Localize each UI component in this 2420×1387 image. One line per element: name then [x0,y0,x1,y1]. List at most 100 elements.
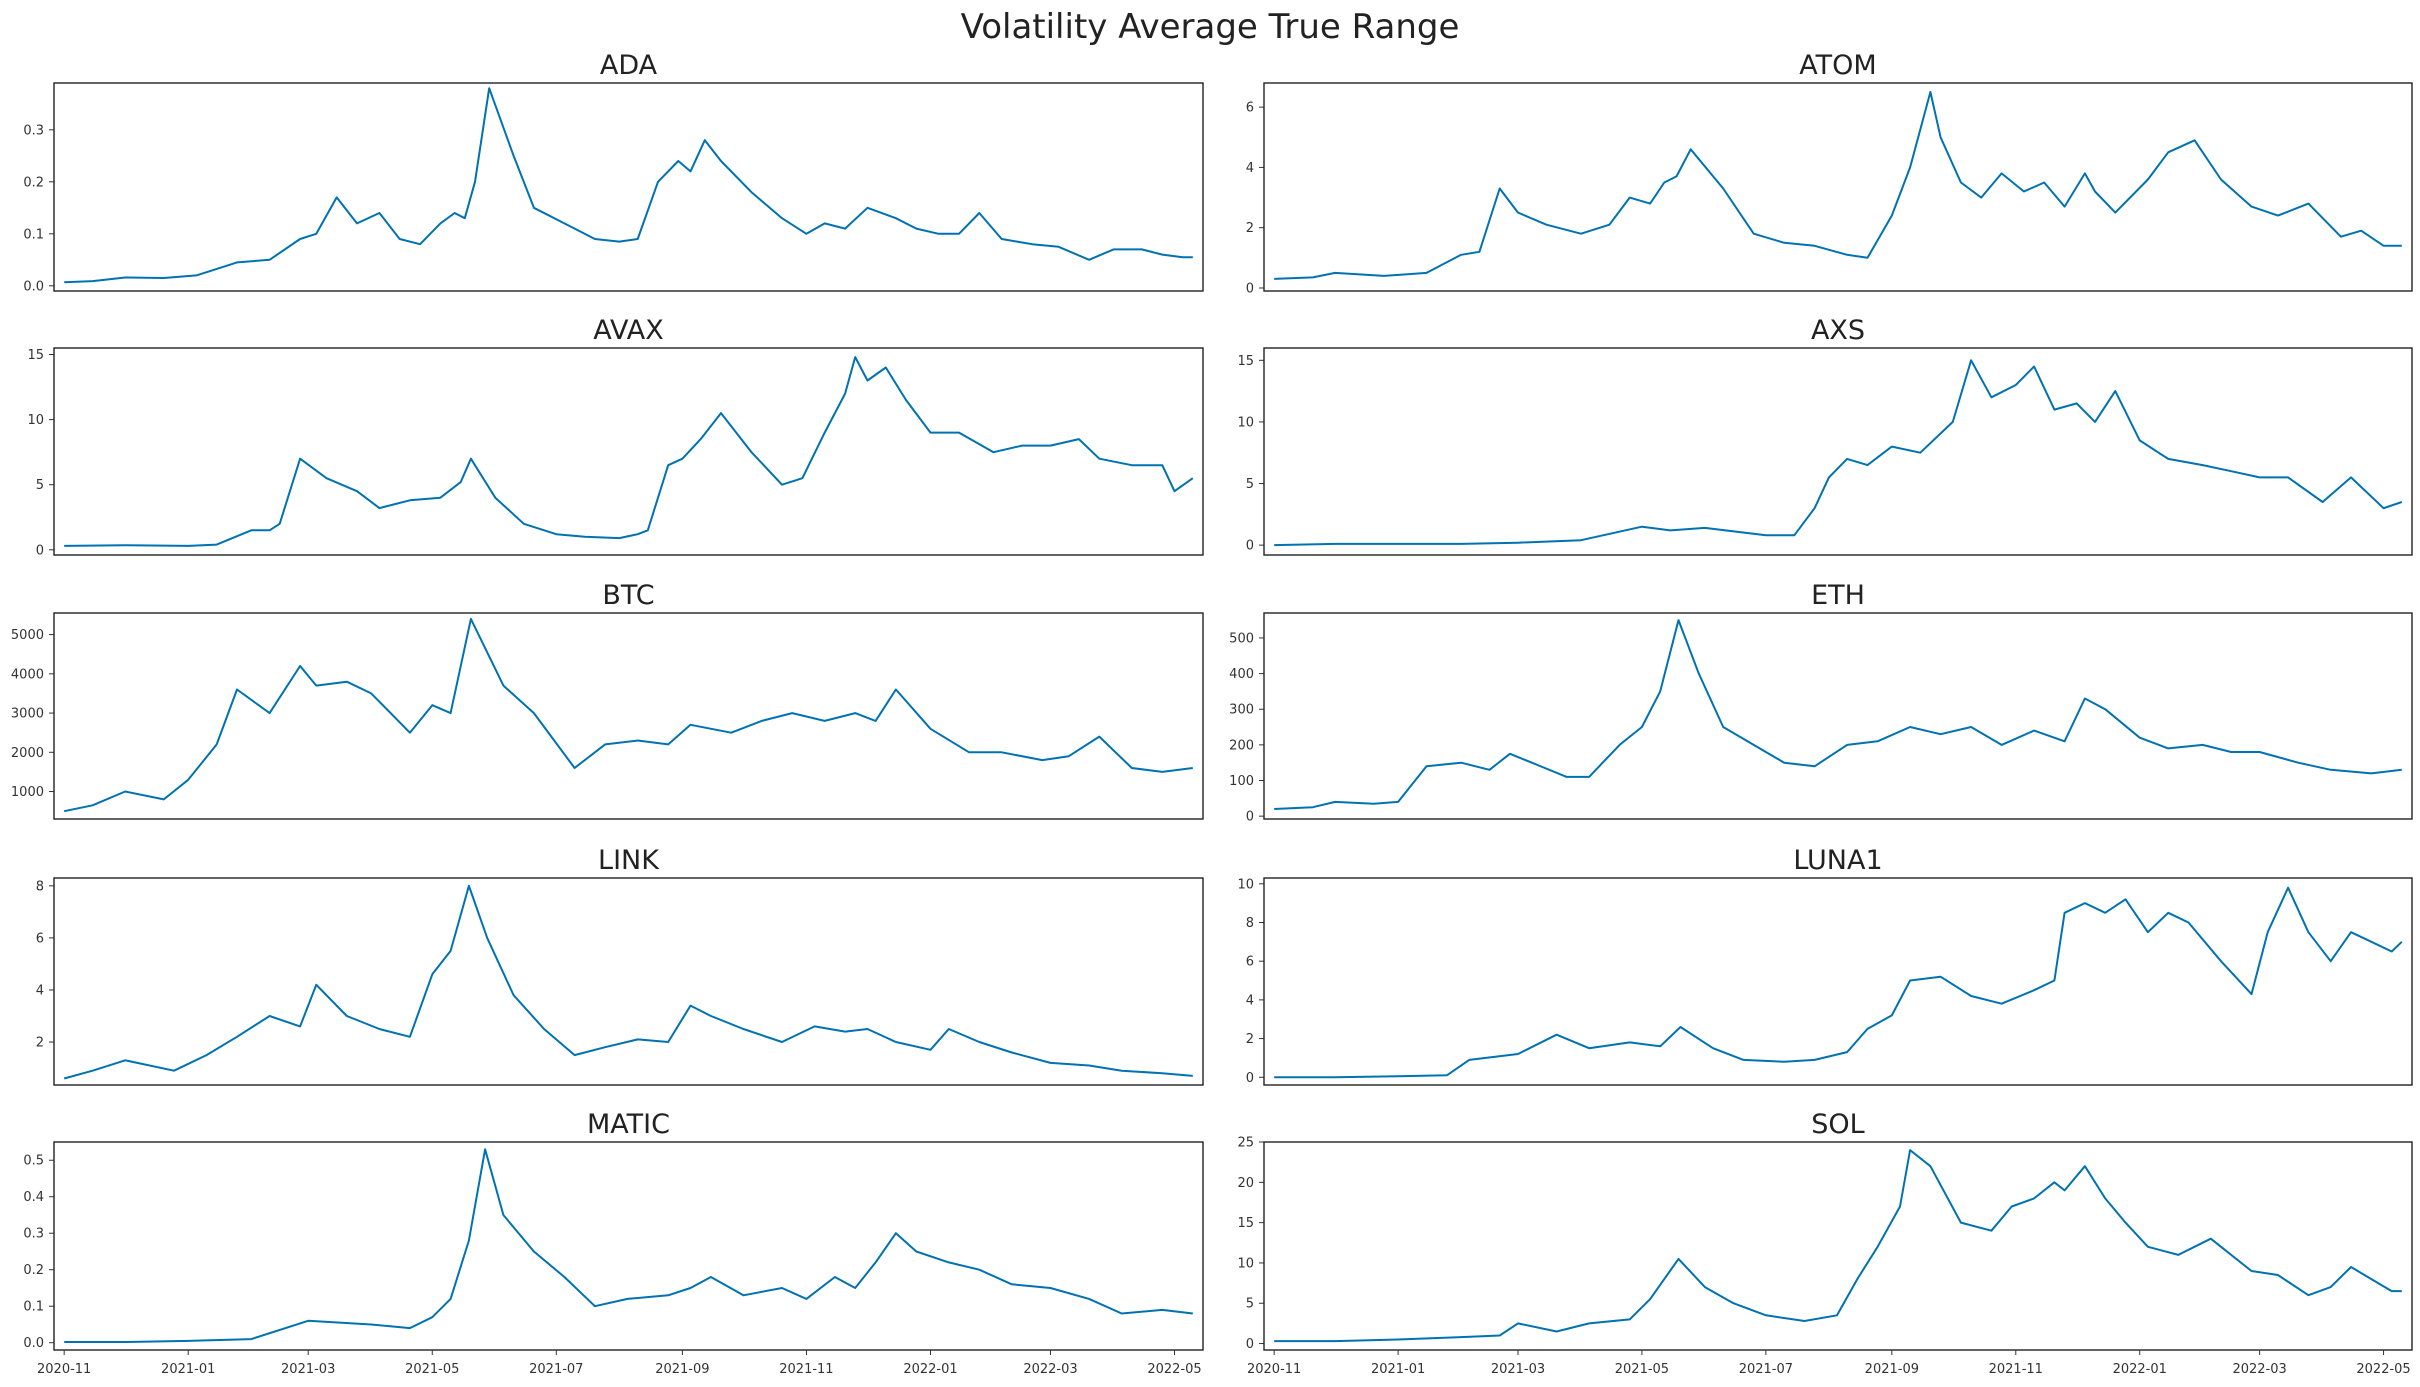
xtick-label: 2021-09 [1865,1362,1919,1377]
subplot-title-link: LINK [598,845,660,876]
ytick-label: 0.1 [23,1300,44,1315]
xtick-label: 2021-05 [405,1362,459,1377]
subplot-title-eth: ETH [1811,580,1865,611]
ytick-label: 6 [1246,101,1254,116]
ytick-label: 200 [1229,738,1254,753]
ytick-label: 10 [27,413,44,428]
ytick-label: 6 [1246,955,1254,970]
ytick-label: 0.0 [23,279,44,294]
subplot-ada: ADA 0.0 0.1 0.2 0.3 [23,50,1204,294]
ytick-label: 4 [36,983,44,998]
xtick-label: 2021-01 [161,1362,215,1377]
xtick-label: 2021-07 [1739,1362,1793,1377]
series-line-sol [1274,1149,2402,1343]
ytick-label: 4 [1246,993,1254,1008]
ytick-label: 1000 [11,785,44,800]
ytick-label: 0 [1246,1071,1254,1086]
axes-frame [1263,82,2413,292]
series-line-link [63,884,1193,1080]
subplot-eth: ETH 0 100 200 300 400 500 [1229,580,2413,825]
subplot-btc: BTC 1000 2000 3000 4000 5000 [11,580,1204,820]
xtick-label: 2022-01 [903,1362,957,1377]
ytick-label: 2000 [11,746,44,761]
ytick-label: 15 [1237,1216,1254,1231]
ytick-label: 0.2 [23,1263,44,1278]
xtick-label: 2021-03 [281,1362,335,1377]
ytick-label: 2 [1246,1032,1254,1047]
series-line-atom [1274,91,2402,280]
subplot-title-axs: AXS [1811,315,1865,346]
ytick-label: 4000 [11,667,44,682]
ytick-label: 0 [1246,281,1254,296]
xtick-label: 2020-11 [37,1362,91,1377]
ytick-label: 0 [1246,1337,1254,1352]
ytick-label: 300 [1229,703,1254,718]
ytick-label: 10 [1237,415,1254,430]
xtick-label: 2022-03 [2232,1362,2286,1377]
figure-title: Volatility Average True Range [961,7,1460,47]
ytick-label: 0.2 [23,175,44,190]
ytick-label: 0.4 [23,1190,44,1205]
xtick-label: 2022-03 [1023,1362,1077,1377]
ytick-label: 15 [27,348,44,363]
subplot-luna1: LUNA1 0 2 4 6 8 10 [1237,845,2413,1086]
axes-frame [53,347,1204,556]
subplot-title-avax: AVAX [593,315,663,346]
ytick-label: 0 [36,543,44,558]
ytick-label: 15 [1237,354,1254,369]
axes-frame [1263,877,2413,1086]
ytick-label: 0 [1246,810,1254,825]
ytick-label: 500 [1229,631,1254,646]
ytick-label: 5 [1246,477,1254,492]
ytick-label: 8 [36,879,44,894]
subplot-atom: ATOM 0 2 4 6 [1246,50,2413,296]
axes-frame [53,612,1204,820]
series-line-matic [64,1148,1193,1343]
ytick-label: 6 [36,931,44,946]
ytick-label: 10 [1237,1256,1254,1271]
xtick-label: 2021-03 [1491,1362,1545,1377]
series-line-avax [64,356,1194,547]
ytick-label: 20 [1237,1176,1254,1191]
subplot-avax: AVAX 0 5 10 15 [27,315,1204,558]
xtick-label: 2021-01 [1371,1362,1425,1377]
subplot-title-matic: MATIC [587,1109,670,1140]
subplot-title-btc: BTC [602,580,654,611]
subplot-title-atom: ATOM [1799,50,1876,81]
xtick-label: 2021-07 [529,1362,583,1377]
subplot-matic: MATIC 0.0 0.1 0.2 0.3 0.4 0.5 2020-11 2021-01 202… [23,1109,1204,1377]
axes-frame [1263,347,2413,556]
xtick-label: 2021-09 [655,1362,709,1377]
ytick-label: 0.1 [23,227,44,242]
ytick-label: 0.3 [23,1227,44,1242]
xtick-label: 2021-05 [1615,1362,1669,1377]
ytick-label: 2 [1246,221,1254,236]
ytick-label: 100 [1229,774,1254,789]
ytick-label: 5000 [11,628,44,643]
ytick-label: 0 [1246,539,1254,554]
series-line-btc [63,617,1193,813]
xtick-label: 2020-11 [1247,1362,1301,1377]
axes-frame [1263,612,2413,820]
axes-frame [53,82,1204,292]
subplot-link: LINK 2 4 6 8 [36,845,1204,1086]
series-line-axs [1274,359,2403,547]
subplot-title-ada: ADA [600,50,658,81]
xtick-label: 2022-05 [2356,1362,2410,1377]
ytick-label: 25 [1237,1136,1254,1151]
subplot-title-luna1: LUNA1 [1793,845,1882,876]
axes-frame [1263,1141,2413,1351]
ytick-label: 0.5 [23,1154,44,1169]
ytick-label: 3000 [11,707,44,722]
ytick-label: 400 [1229,667,1254,682]
axes-frame [53,1141,1204,1351]
ytick-label: 0.0 [23,1336,44,1351]
subplot-sol: SOL 0 5 10 15 20 25 2020-11 2021-01 2021-03 2021-0… [1237,1109,2413,1377]
xtick-label: 2022-01 [2113,1362,2167,1377]
xtick-label: 2021-11 [1989,1362,2043,1377]
ytick-label: 2 [36,1036,44,1051]
ytick-label: 10 [1237,877,1254,892]
series-line-eth [1274,619,2402,810]
ytick-label: 5 [36,478,44,493]
xtick-label: 2022-05 [1147,1362,1201,1377]
